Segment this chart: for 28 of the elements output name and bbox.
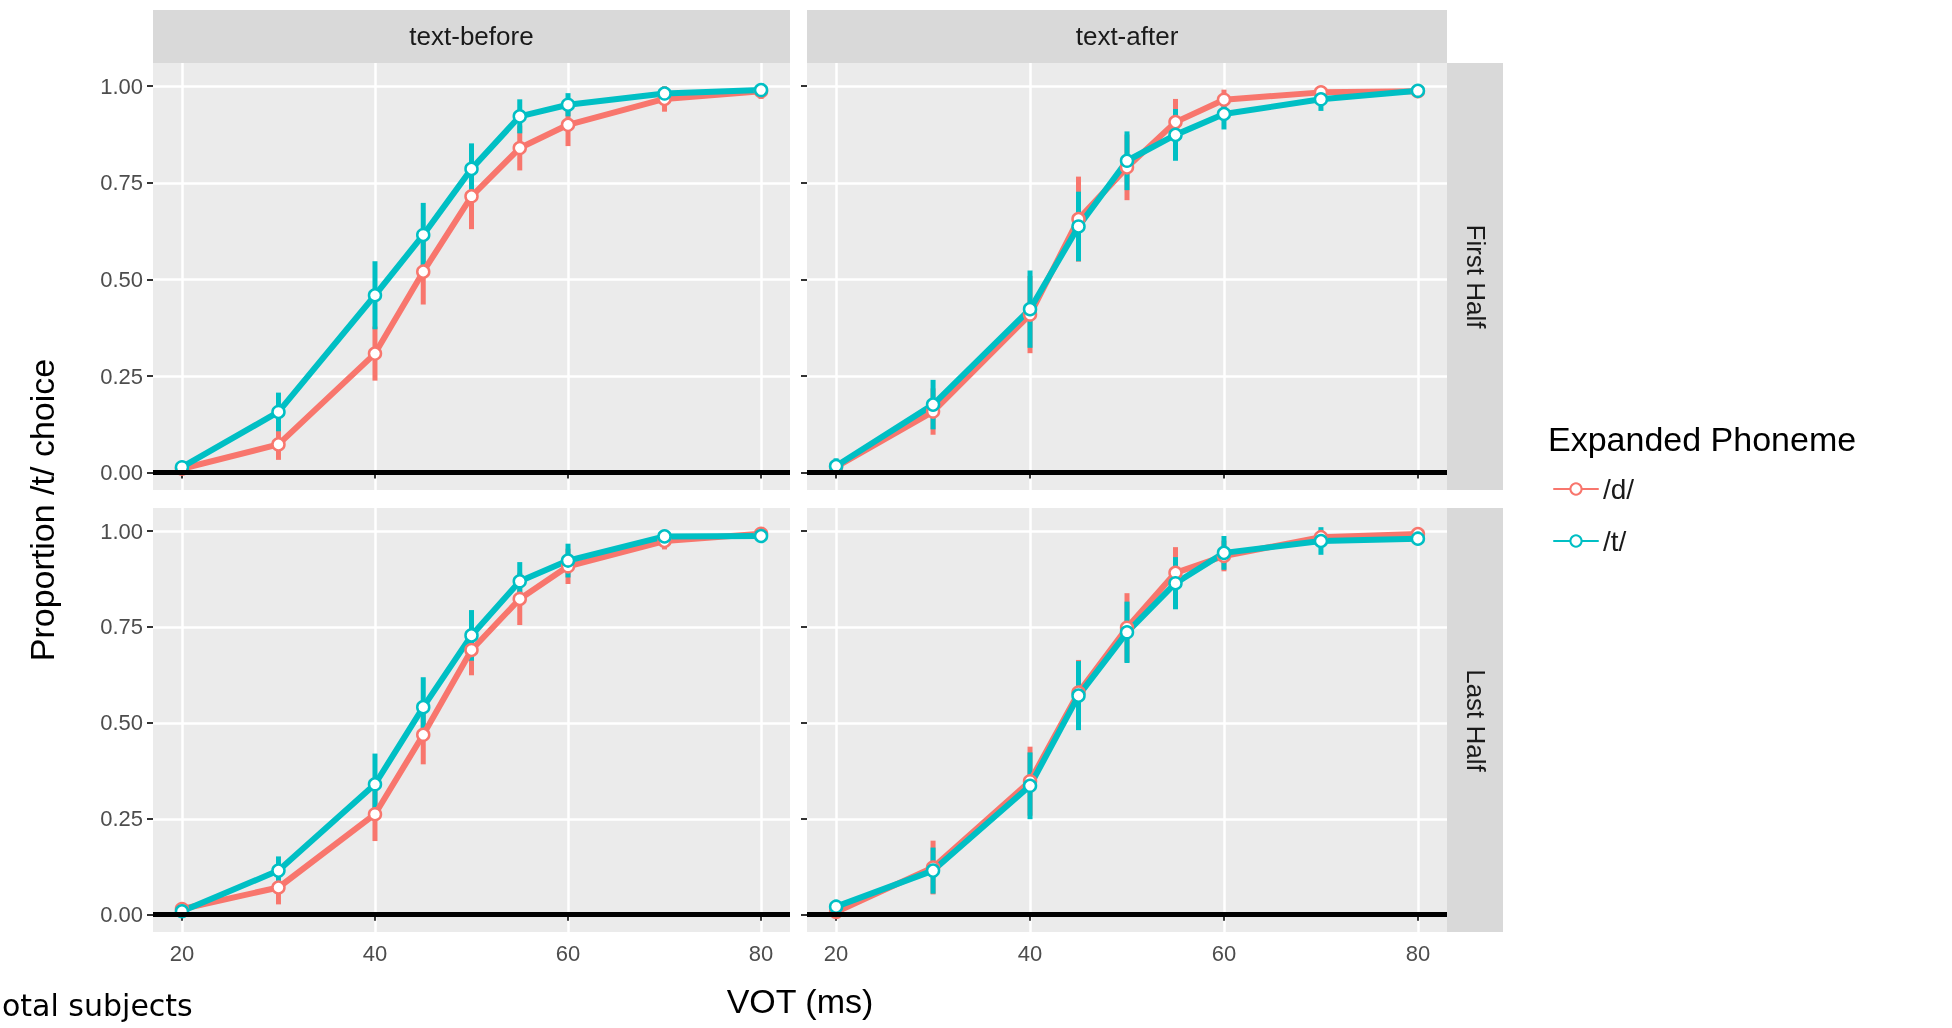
y-tick-label: 0.50: [100, 710, 143, 736]
chart-title: text-after: [807, 10, 1447, 63]
legend-title: Expanded Phoneme: [1548, 420, 1857, 459]
y-tick-label: 1.00: [100, 518, 143, 544]
chart-title: text-before: [153, 10, 790, 63]
y-axis-title: Proportion /t/ choice: [22, 358, 62, 662]
x-axis-title: VOT (ms): [726, 982, 874, 1021]
x-tick-label: 60: [1211, 940, 1237, 966]
y-tick-label: 0.50: [100, 266, 143, 292]
y-tick-label: 1.00: [100, 73, 143, 99]
x-tick-label: 40: [1017, 940, 1043, 966]
text: otal subjects: [2, 988, 193, 1023]
y-tick-label: 0.75: [100, 614, 143, 640]
y-tick-label: 0.00: [100, 460, 143, 486]
x-tick-label: 20: [823, 940, 849, 966]
x-tick-label: 60: [555, 940, 581, 966]
x-tick-label: 80: [748, 940, 774, 966]
legend-label: /t/: [1603, 525, 1627, 557]
y-tick-label: 0.25: [100, 806, 143, 832]
text: Last Half: [1459, 668, 1491, 772]
text: First Half: [1459, 224, 1491, 329]
y-tick-label: 0.25: [100, 363, 143, 389]
x-tick-label: 80: [1405, 940, 1431, 966]
x-tick-label: 20: [169, 940, 195, 966]
y-tick-label: 0.75: [100, 170, 143, 196]
legend-label: /d/: [1603, 473, 1635, 505]
x-tick-label: 40: [362, 940, 388, 966]
y-tick-label: 0.00: [100, 902, 143, 928]
